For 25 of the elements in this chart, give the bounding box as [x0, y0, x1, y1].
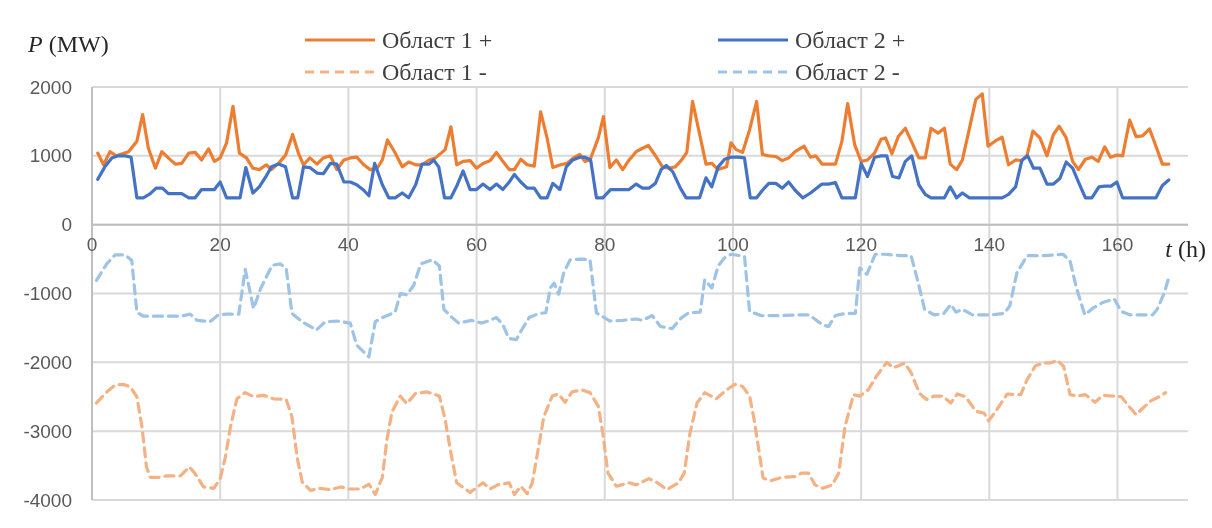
y-tick-label: 2000 [29, 76, 72, 98]
x-tick-label: 20 [209, 233, 231, 255]
x-axis-title: t (h) [1165, 235, 1206, 262]
x-tick-label: 60 [465, 233, 488, 255]
x-tick-label: 0 [86, 233, 98, 255]
x-tick-label: 80 [594, 233, 616, 255]
y-tick-label: 1000 [29, 145, 72, 167]
line-series [94, 358, 1168, 497]
legend-label: Област 1 + [382, 27, 493, 54]
y-tick-label: 0 [61, 214, 72, 236]
x-tick-label: 40 [337, 233, 359, 255]
legend-label: Област 2 - [795, 59, 900, 86]
x-tick-label: 100 [717, 233, 749, 255]
y-tick-label: -2000 [23, 351, 72, 373]
line-series [96, 92, 1171, 172]
x-tick-label: 140 [973, 233, 1006, 255]
y-tick-label: -4000 [23, 489, 72, 511]
x-tick-label: 160 [1101, 233, 1134, 255]
legend-label: Област 2 + [795, 27, 906, 54]
y-axis-title: P (MW) [27, 31, 109, 57]
line-series [96, 154, 1171, 200]
x-tick-label: 120 [845, 233, 877, 255]
legend-label: Област 1 - [382, 59, 487, 86]
y-tick-label: -3000 [23, 420, 72, 442]
y-tick-label: -1000 [23, 283, 72, 305]
